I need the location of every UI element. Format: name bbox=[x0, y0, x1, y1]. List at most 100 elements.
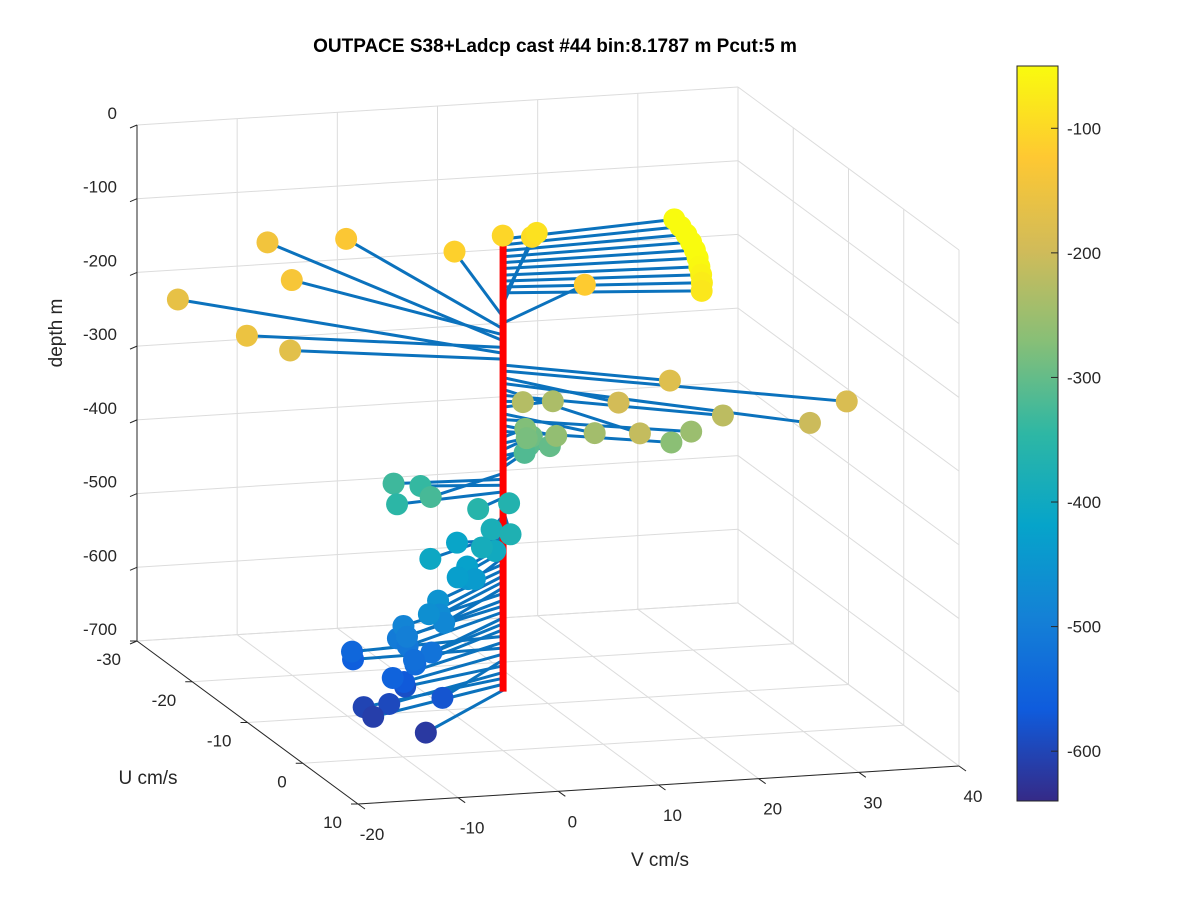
velocity-stick bbox=[502, 283, 586, 325]
z-tick-label: -600 bbox=[83, 546, 117, 565]
data-point-marker bbox=[541, 390, 564, 413]
data-point-marker bbox=[166, 288, 189, 311]
side-wall-grid-line bbox=[737, 455, 960, 619]
velocity-stick bbox=[502, 381, 811, 425]
data-point-marker bbox=[417, 603, 440, 626]
colorbar-tick-label: -100 bbox=[1067, 119, 1101, 138]
x-tick-mark bbox=[457, 797, 466, 804]
velocity-stick bbox=[503, 265, 700, 277]
data-point-marker bbox=[680, 420, 703, 443]
side-wall-grid-line bbox=[737, 381, 960, 546]
z-tick-label: -400 bbox=[83, 399, 117, 418]
velocity-stick bbox=[453, 250, 505, 319]
y-axis-label: U cm/s bbox=[118, 768, 177, 789]
data-point-marker bbox=[446, 566, 469, 589]
data-point-marker bbox=[419, 486, 442, 509]
data-point-marker bbox=[382, 472, 405, 495]
data-point-marker bbox=[420, 641, 443, 664]
z-tick-label: -100 bbox=[83, 178, 117, 197]
velocity-stick bbox=[403, 652, 504, 684]
colorbar-tick-label: -400 bbox=[1067, 493, 1101, 512]
side-wall-grid-line bbox=[737, 602, 960, 767]
z-tick-mark bbox=[129, 493, 138, 498]
velocity-stick bbox=[345, 237, 504, 331]
velocity-stick bbox=[396, 490, 504, 506]
x-tick-label: -10 bbox=[460, 819, 485, 838]
z-tick-mark bbox=[129, 124, 138, 129]
x-tick-mark bbox=[958, 765, 967, 772]
data-point-marker bbox=[463, 568, 486, 591]
velocity-stick bbox=[503, 289, 702, 295]
velocity-stick bbox=[441, 658, 504, 700]
data-point-marker bbox=[515, 427, 538, 450]
data-point-marker bbox=[470, 536, 493, 559]
side-wall-grid-line bbox=[737, 234, 960, 398]
velocity-stick bbox=[501, 236, 534, 306]
data-point-marker bbox=[280, 269, 303, 292]
z-tick-label: -200 bbox=[83, 251, 117, 270]
y-tick-label: -10 bbox=[207, 732, 232, 751]
y-tick-label: -20 bbox=[152, 691, 177, 710]
back-wall-grid-line bbox=[136, 528, 739, 568]
velocity-stick bbox=[503, 273, 702, 283]
colorbar-gradient bbox=[1016, 65, 1059, 802]
data-point-marker bbox=[395, 625, 418, 648]
data-point-marker bbox=[256, 231, 279, 254]
x-tick-mark bbox=[658, 784, 666, 791]
z-tick-mark bbox=[129, 419, 138, 424]
data-point-marker bbox=[491, 224, 514, 247]
velocity-stick bbox=[502, 240, 692, 259]
z-tick-mark bbox=[129, 198, 138, 203]
back-wall-grid-line bbox=[136, 381, 739, 421]
data-point-marker bbox=[431, 686, 454, 709]
data-point-marker bbox=[798, 411, 821, 434]
z-tick-label: -500 bbox=[83, 473, 117, 492]
data-point-marker bbox=[381, 666, 404, 689]
axes-box bbox=[136, 125, 960, 805]
data-point-marker bbox=[414, 721, 437, 744]
colorbar-tick-label: -200 bbox=[1067, 244, 1101, 263]
z-tick-mark bbox=[129, 345, 138, 350]
data-point-marker bbox=[525, 221, 548, 244]
velocity-stick bbox=[407, 610, 504, 648]
data-point-marker bbox=[335, 227, 358, 250]
plot-area bbox=[166, 208, 858, 744]
back-wall-grid-line bbox=[136, 160, 739, 200]
z-tick-label: -300 bbox=[83, 325, 117, 344]
x-tick-label: -20 bbox=[360, 825, 385, 844]
velocity-stick bbox=[503, 281, 702, 289]
y-tick-label: -30 bbox=[96, 650, 121, 669]
x-axis-label: V cm/s bbox=[631, 850, 689, 871]
floor-grid-line bbox=[302, 724, 904, 764]
data-point-marker bbox=[235, 324, 258, 347]
colorbar-tick-label: -300 bbox=[1067, 368, 1101, 387]
data-point-marker bbox=[711, 404, 734, 427]
velocity-stick bbox=[425, 688, 504, 734]
x-tick-label: 10 bbox=[663, 806, 682, 825]
z-tick-label: 0 bbox=[108, 104, 117, 123]
z-tick-mark bbox=[129, 566, 138, 571]
y-tick-label: 10 bbox=[323, 813, 342, 832]
side-wall-grid-line bbox=[737, 160, 960, 325]
back-wall-grid-line bbox=[136, 86, 739, 126]
axis-ticks: -20 -10 0 10 20 30 40-30-20-100100-100-200-300… bbox=[83, 104, 982, 844]
data-point-marker bbox=[279, 339, 302, 362]
velocity-stick bbox=[439, 580, 504, 616]
velocity-stick bbox=[404, 664, 504, 689]
data-point-marker bbox=[386, 493, 409, 516]
velocity-stick bbox=[290, 349, 504, 361]
x-tick-label: 40 bbox=[964, 787, 983, 806]
data-point-marker bbox=[499, 523, 522, 546]
side-wall-grid-line bbox=[737, 307, 960, 472]
data-point-marker bbox=[378, 692, 401, 715]
data-point-marker bbox=[835, 390, 858, 413]
chart-title: OUTPACE S38+Ladcp cast #44 bin:8.1787 m … bbox=[313, 36, 797, 57]
x-tick-label: 30 bbox=[863, 793, 882, 812]
data-point-marker bbox=[628, 422, 651, 445]
colorbar: -100 -200 -300 -400 -500 -600 bbox=[1016, 65, 1101, 802]
z-tick-mark bbox=[129, 271, 138, 276]
x-tick-label: 0 bbox=[568, 812, 577, 831]
data-point-marker bbox=[583, 422, 606, 445]
data-point-marker bbox=[511, 391, 534, 414]
velocity-stick bbox=[443, 586, 504, 625]
